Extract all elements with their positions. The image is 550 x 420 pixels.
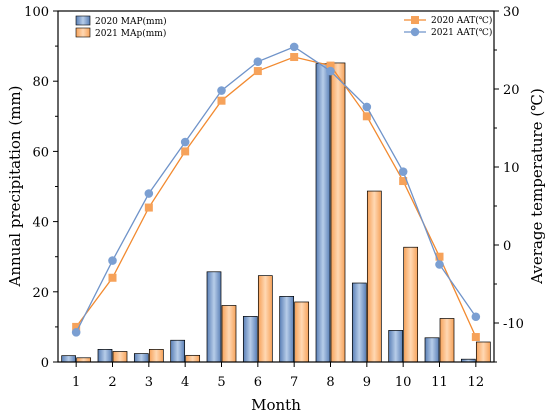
- point-2020-aat-month-11: [435, 252, 444, 261]
- y-left-tick-label-100: 100: [24, 5, 49, 20]
- x-tick-label-12: 12: [468, 375, 485, 390]
- legend-label-2021-map: 2021 MAp(mm): [95, 28, 166, 39]
- y-right-tick-label-20: 20: [503, 83, 520, 98]
- point-2021-aat-month-11: [435, 260, 444, 269]
- legend-swatch-2021-map: [75, 27, 91, 38]
- point-2020-aat-month-7: [290, 53, 299, 62]
- bar-2021-month-12: [475, 341, 491, 363]
- x-tick-label-11: 11: [431, 375, 448, 390]
- point-2020-aat-month-5: [217, 96, 226, 105]
- line-2020-aat: [75, 56, 477, 338]
- y-left-tick-label-0: 0: [41, 356, 49, 371]
- point-2020-aat-month-2: [108, 273, 117, 282]
- y-right-tick-label-10: 10: [503, 161, 520, 176]
- bar-2020-month-11: [424, 337, 440, 363]
- x-tick-label-10: 10: [395, 375, 412, 390]
- point-2021-aat-month-4: [180, 137, 190, 147]
- y-right-tick-label-30: 30: [503, 5, 520, 20]
- bar-2021-month-10: [403, 246, 419, 363]
- point-2020-aat-month-6: [253, 67, 262, 76]
- legend-swatch-2020-map: [75, 15, 91, 26]
- y-left-tick-label-40: 40: [32, 216, 49, 231]
- legend-label-2021-aat: 2021 AAT(℃): [431, 27, 492, 38]
- point-2021-aat-month-5: [217, 86, 226, 95]
- point-2021-aat-month-6: [253, 57, 263, 66]
- bar-2020-month-9: [351, 282, 367, 363]
- bar-2021-month-3: [148, 349, 164, 363]
- x-axis-title: Month: [251, 396, 301, 414]
- point-2021-aat-month-3: [144, 189, 154, 198]
- bar-2020-month-2: [97, 349, 113, 363]
- bar-2021-month-5: [221, 305, 237, 363]
- y-left-tick-label-20: 20: [32, 286, 49, 301]
- x-tick-label-4: 4: [181, 375, 189, 390]
- point-2021-aat-month-7: [289, 42, 299, 52]
- point-2021-aat-month-9: [362, 102, 372, 112]
- bar-2021-month-11: [439, 318, 455, 363]
- bar-2020-month-8: [315, 63, 331, 363]
- point-2020-aat-month-9: [362, 112, 371, 121]
- lines-layer: [71, 42, 481, 342]
- y-left-tick-label-60: 60: [32, 145, 49, 160]
- bars-layer: [61, 62, 491, 363]
- x-tick-label-8: 8: [326, 375, 334, 390]
- bar-2020-month-5: [206, 271, 222, 363]
- point-2020-aat-month-1: [72, 322, 81, 331]
- legend-marker-2021-aat: [410, 27, 420, 37]
- bar-2021-month-8: [330, 62, 346, 363]
- bar-2021-month-6: [257, 275, 273, 363]
- legend-bars: 2020 MAP(mm) 2021 MAp(mm): [75, 15, 167, 39]
- point-2020-aat-month-12: [471, 333, 480, 342]
- point-2021-aat-month-2: [108, 256, 117, 265]
- bar-2020-month-3: [133, 353, 149, 363]
- bar-2020-month-1: [61, 355, 77, 363]
- bar-2021-month-9: [366, 190, 382, 363]
- point-2020-aat-month-3: [144, 203, 153, 212]
- bar-2021-month-1: [76, 357, 92, 363]
- y-axis-left-title: Annual precipitation (mm): [6, 86, 24, 288]
- point-2020-aat-month-10: [399, 177, 408, 186]
- legend-label-2020-aat: 2020 AAT(℃): [431, 15, 492, 26]
- bar-2021-month-2: [112, 351, 128, 363]
- point-2020-aat-month-4: [181, 147, 190, 156]
- point-2021-aat-month-12: [471, 312, 481, 322]
- bar-2020-month-6: [242, 316, 258, 363]
- bar-2021-month-4: [185, 354, 201, 363]
- x-tick-label-1: 1: [72, 375, 80, 390]
- point-2020-aat-month-8: [326, 61, 335, 70]
- legend-marker-2020-aat: [411, 16, 419, 24]
- x-tick-label-5: 5: [217, 375, 225, 390]
- bar-2020-month-4: [170, 339, 186, 363]
- bar-2020-month-7: [279, 296, 295, 363]
- legend-lines: 2020 AAT(℃) 2021 AAT(℃): [404, 15, 492, 38]
- point-2021-aat-month-1: [71, 328, 81, 337]
- legend-label-2020-map: 2020 MAP(mm): [95, 16, 167, 27]
- point-2021-aat-month-10: [398, 167, 408, 176]
- point-2021-aat-month-8: [326, 66, 335, 76]
- y-right-tick-label--10: -10: [503, 317, 524, 332]
- bar-2021-month-7: [294, 301, 310, 363]
- x-tick-label-6: 6: [254, 375, 262, 390]
- x-tick-label-7: 7: [290, 375, 298, 390]
- line-2021-aat: [75, 46, 477, 333]
- y-left-tick-label-80: 80: [32, 75, 49, 90]
- x-tick-label-9: 9: [363, 375, 371, 390]
- x-tick-label-2: 2: [108, 375, 116, 390]
- bar-2020-month-10: [388, 330, 404, 363]
- y-axis-right-title: Average temperature (℃): [528, 88, 546, 285]
- y-right-tick-label-0: 0: [503, 239, 511, 254]
- x-tick-label-3: 3: [145, 375, 153, 390]
